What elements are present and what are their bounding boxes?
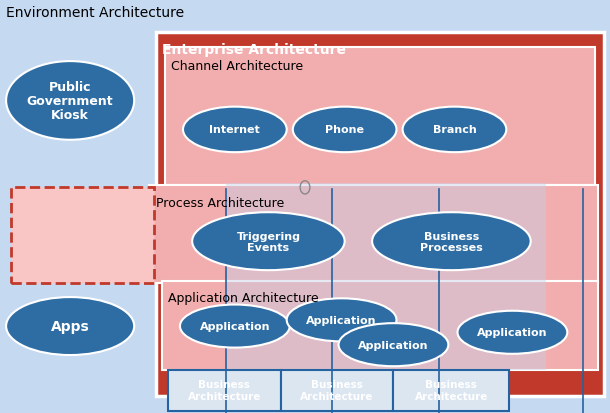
Text: Business
Architecture: Business Architecture [300, 380, 374, 401]
Ellipse shape [458, 311, 567, 354]
Ellipse shape [339, 323, 448, 366]
FancyBboxPatch shape [149, 186, 598, 283]
Text: Channel Architecture: Channel Architecture [171, 60, 303, 73]
Text: Environment Architecture: Environment Architecture [6, 6, 184, 20]
FancyBboxPatch shape [162, 281, 598, 370]
FancyBboxPatch shape [165, 47, 595, 186]
Ellipse shape [287, 299, 396, 342]
FancyBboxPatch shape [332, 184, 439, 370]
Text: Triggering
Events: Triggering Events [237, 231, 300, 252]
Text: Application: Application [306, 315, 377, 325]
Ellipse shape [192, 213, 345, 271]
FancyBboxPatch shape [168, 370, 281, 411]
Text: Public
Government
Kiosk: Public Government Kiosk [27, 81, 113, 122]
Text: Process Architecture: Process Architecture [156, 196, 284, 209]
FancyBboxPatch shape [439, 184, 546, 370]
Ellipse shape [293, 107, 397, 153]
Ellipse shape [6, 62, 134, 140]
Ellipse shape [183, 107, 287, 153]
Text: Branch: Branch [432, 125, 476, 135]
FancyBboxPatch shape [393, 370, 509, 411]
Text: Phone: Phone [325, 125, 364, 135]
Text: Business
Architecture: Business Architecture [415, 380, 488, 401]
Ellipse shape [6, 297, 134, 355]
Text: Apps: Apps [51, 319, 90, 333]
Ellipse shape [180, 305, 290, 348]
Text: Enterprise Architecture: Enterprise Architecture [162, 43, 346, 57]
FancyBboxPatch shape [11, 188, 154, 283]
Text: Application Architecture: Application Architecture [168, 291, 318, 304]
FancyBboxPatch shape [156, 33, 604, 396]
Text: Internet: Internet [209, 125, 260, 135]
Text: Application: Application [199, 321, 270, 331]
Ellipse shape [372, 213, 531, 271]
FancyBboxPatch shape [226, 184, 332, 370]
FancyBboxPatch shape [281, 370, 393, 411]
Text: Business
Processes: Business Processes [420, 231, 483, 252]
Ellipse shape [403, 107, 506, 153]
Text: Application: Application [477, 328, 548, 337]
Text: Application: Application [358, 340, 429, 350]
Text: Business
Architecture: Business Architecture [187, 380, 261, 401]
